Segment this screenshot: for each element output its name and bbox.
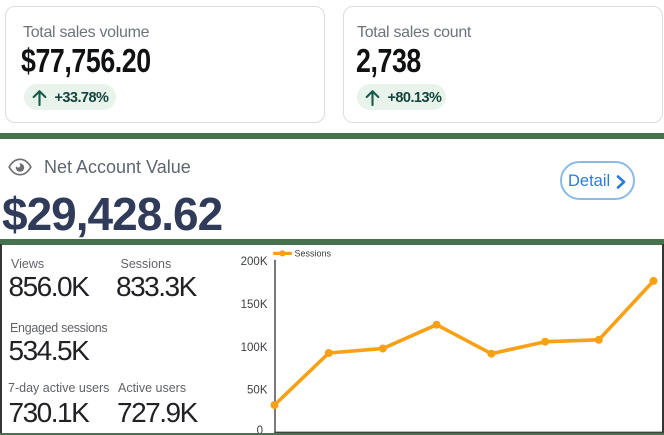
svg-text:50K: 50K bbox=[247, 385, 268, 397]
svg-text:100K: 100K bbox=[241, 342, 268, 354]
svg-text:Sessions: Sessions bbox=[295, 248, 332, 258]
svg-text:200K: 200K bbox=[241, 256, 268, 268]
svg-text:0: 0 bbox=[257, 425, 263, 435]
svg-text:150K: 150K bbox=[241, 299, 268, 311]
